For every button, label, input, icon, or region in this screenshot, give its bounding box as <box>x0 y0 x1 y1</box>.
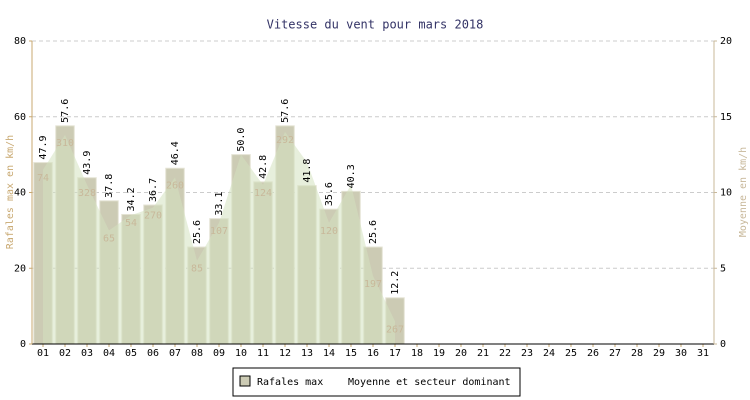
y2-tick-label: 0 <box>720 339 726 350</box>
x-tick-label: 02 <box>59 348 71 359</box>
x-tick-label: 22 <box>499 348 511 359</box>
value-label: 36.7 <box>148 178 159 202</box>
value-label: 43.9 <box>82 151 93 175</box>
x-tick-label: 16 <box>367 348 379 359</box>
sector-label: 85 <box>191 264 203 275</box>
x-tick-label: 20 <box>455 348 467 359</box>
x-tick-label: 19 <box>433 348 445 359</box>
chart-title: Vitesse du vent pour mars 2018 <box>267 18 484 32</box>
x-tick-label: 12 <box>279 348 291 359</box>
y-tick-label: 0 <box>20 339 26 350</box>
area <box>43 131 395 344</box>
x-tick-label: 15 <box>345 348 357 359</box>
value-label: 40.3 <box>346 164 357 188</box>
x-tick-label: 28 <box>631 348 643 359</box>
y-tick-label: 80 <box>14 36 26 47</box>
sector-label: 260 <box>166 180 184 191</box>
value-label: 47.9 <box>38 135 49 159</box>
y2-axis-label: Moyenne en km/h <box>738 147 749 237</box>
y2-tick-label: 20 <box>720 36 732 47</box>
value-label: 42.8 <box>258 155 269 179</box>
x-tick-label: 10 <box>235 348 247 359</box>
sector-label: 54 <box>125 218 137 229</box>
sector-label: 292 <box>276 135 294 146</box>
x-tick-label: 08 <box>191 348 203 359</box>
x-tick-label: 05 <box>125 348 137 359</box>
x-tick-label: 21 <box>477 348 489 359</box>
y2-tick-label: 10 <box>720 188 732 199</box>
value-label: 25.6 <box>192 220 203 244</box>
x-tick-label: 14 <box>323 348 335 359</box>
value-label: 34.2 <box>126 187 137 211</box>
value-label: 57.6 <box>280 99 291 123</box>
x-tick-label: 25 <box>565 348 577 359</box>
x-tick-label: 17 <box>389 348 401 359</box>
x-tick-label: 27 <box>609 348 621 359</box>
sector-label: 310 <box>56 138 74 149</box>
x-tick-label: 24 <box>543 348 555 359</box>
y-tick-label: 60 <box>14 112 26 123</box>
value-label: 50.0 <box>236 128 247 152</box>
sector-label: 120 <box>320 226 338 237</box>
x-tick-label: 01 <box>37 348 49 359</box>
x-tick-label: 04 <box>103 348 115 359</box>
sector-label: 270 <box>144 211 162 222</box>
value-label: 12.2 <box>390 271 401 295</box>
value-label: 35.6 <box>324 182 335 206</box>
sector-label: 328 <box>78 188 96 199</box>
value-label: 57.6 <box>60 99 71 123</box>
sector-label: 197 <box>364 279 382 290</box>
sector-label: 107 <box>210 226 228 237</box>
x-tick-label: 18 <box>411 348 423 359</box>
y2-tick-label: 15 <box>720 112 732 123</box>
y-axis-label: Rafales max en km/h <box>5 135 16 249</box>
x-tick-label: 09 <box>213 348 225 359</box>
sector-label: 65 <box>103 233 115 244</box>
legend-label: Rafales max <box>257 377 323 388</box>
value-label: 25.6 <box>368 220 379 244</box>
legend-swatch <box>239 375 251 387</box>
x-tick-label: 11 <box>257 348 269 359</box>
sector-label: 124 <box>254 188 272 199</box>
x-tick-label: 29 <box>653 348 665 359</box>
value-label: 37.8 <box>104 174 115 198</box>
x-tick-label: 23 <box>521 348 533 359</box>
legend-label: Moyenne et secteur dominant <box>348 377 511 388</box>
x-tick-label: 07 <box>169 348 181 359</box>
x-tick-label: 31 <box>697 348 709 359</box>
value-label: 41.8 <box>302 159 313 183</box>
y-tick-label: 40 <box>14 188 26 199</box>
x-tick-label: 30 <box>675 348 687 359</box>
y2-tick-label: 5 <box>720 263 726 274</box>
sector-label: 267 <box>386 324 404 335</box>
value-label: 33.1 <box>214 192 225 216</box>
x-tick-label: 06 <box>147 348 159 359</box>
legend-box <box>232 367 521 397</box>
value-label: 46.4 <box>170 141 181 165</box>
x-tick-label: 26 <box>587 348 599 359</box>
x-tick-label: 03 <box>81 348 93 359</box>
x-tick-label: 13 <box>301 348 313 359</box>
sector-label: 74 <box>37 173 49 184</box>
y-tick-label: 20 <box>14 263 26 274</box>
